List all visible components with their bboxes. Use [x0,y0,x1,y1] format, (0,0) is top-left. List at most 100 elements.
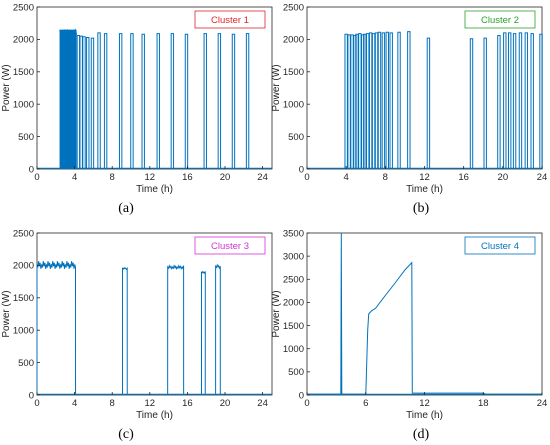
power-block [201,270,206,396]
legend: Cluster 2 [464,10,536,29]
power-spike [141,33,145,169]
y-tick-label: 2000 [13,35,34,46]
power-spike [530,33,534,169]
y-tick-label: 0 [299,164,304,175]
legend-label: Cluster 2 [481,15,519,26]
power-spike [118,33,123,169]
dense-cycling-band [59,29,77,170]
panel-caption: (d) [413,427,430,442]
y-axis-label: Power (W) [271,64,282,111]
y-tick-label: 1500 [283,321,304,332]
y-tick-label: 2500 [283,275,304,286]
legend-label: Cluster 1 [211,15,249,26]
y-tick-label: 500 [288,132,304,143]
chart-panel-d: 0 6 12 18 24 0 500 1000 1500 2000 2500 3000 3500 Time… [271,228,547,442]
power-spike [371,33,376,169]
plot-area [36,232,273,396]
power-spike [366,33,370,169]
power-spike [231,33,236,169]
x-tick-label: 0 [304,172,309,183]
x-tick-label: 8 [383,172,388,183]
power-spike [407,31,411,169]
dense-band-top [59,28,77,35]
y-tick-label: 500 [18,358,34,369]
legend-label: Cluster 4 [481,241,519,252]
y-tick-label: 0 [29,390,34,401]
power-spike [469,38,474,169]
x-tick-label: 0 [304,398,309,409]
y-tick-label: 1000 [283,100,304,111]
panel-caption: (b) [413,201,430,216]
legend: Cluster 4 [464,236,536,255]
series-line [307,232,542,395]
series-line [59,28,250,170]
y-tick-label: 2500 [13,2,34,13]
power-trace [307,232,542,395]
power-spike [82,36,86,169]
power-spike [374,32,379,169]
series-line [344,31,543,169]
x-tick-label: 0 [34,172,39,183]
power-spike [156,33,160,169]
power-spike [524,32,529,169]
power-spike [86,36,90,169]
power-spike [368,32,373,169]
power-spike [397,31,401,169]
power-spike [389,32,393,169]
x-tick-label: 16 [182,398,193,409]
x-tick-label: 8 [110,172,115,183]
x-tick-label: 24 [257,398,268,409]
x-axis-label: Time (h) [136,184,173,195]
legend: Cluster 1 [194,10,266,29]
x-axis-label: Time (h) [136,410,173,421]
x-tick-label: 4 [72,172,77,183]
power-spike [103,33,108,169]
x-tick-label: 12 [419,172,430,183]
x-tick-label: 20 [220,398,231,409]
y-tick-label: 2000 [13,261,34,272]
x-tick-label: 12 [419,398,430,409]
power-spike [203,33,207,169]
power-spike [90,37,95,169]
power-spike [350,34,354,169]
y-tick-label: 2000 [283,35,304,46]
power-spike [347,34,351,169]
x-tick-label: 4 [344,172,349,183]
power-spike [503,32,507,169]
y-tick-label: 2000 [283,298,304,309]
power-spike [483,37,487,169]
power-spike [539,33,543,169]
y-axis-label: Power (W) [271,290,282,337]
x-tick-label: 24 [537,172,548,183]
power-spike [217,33,222,169]
y-tick-label: 0 [299,390,304,401]
power-spike [344,33,348,169]
y-tick-label: 3000 [283,251,304,262]
x-tick-label: 20 [498,172,509,183]
power-spike [245,33,250,169]
y-tick-label: 1500 [283,67,304,78]
power-spike [385,31,389,169]
x-tick-label: 4 [72,398,77,409]
legend-label: Cluster 3 [211,241,249,252]
x-axis-label: Time (h) [406,184,443,195]
power-spike [97,32,101,169]
plot-area [306,6,543,170]
chart-panel-a: 0 4 8 12 16 20 24 0 500 1000 1500 2000 2500 Time (h) P… [1,2,273,216]
power-spike [507,32,512,169]
y-tick-label: 1000 [13,100,34,111]
panel-caption: (c) [118,427,134,442]
x-tick-label: 24 [257,172,268,183]
y-axis-label: Power (W) [1,290,12,337]
x-tick-label: 6 [363,398,368,409]
power-spike [363,33,367,169]
legend-box [464,236,536,255]
power-spike [170,33,175,169]
x-tick-label: 16 [182,172,193,183]
y-tick-label: 1500 [13,67,34,78]
power-block [121,266,128,396]
x-tick-label: 16 [458,172,469,183]
chart-panel-c: 0 4 8 12 16 20 24 0 500 1000 1500 2000 2500 Time (h) P… [1,228,273,442]
panel-caption: (a) [118,201,134,216]
series-line [36,261,221,396]
